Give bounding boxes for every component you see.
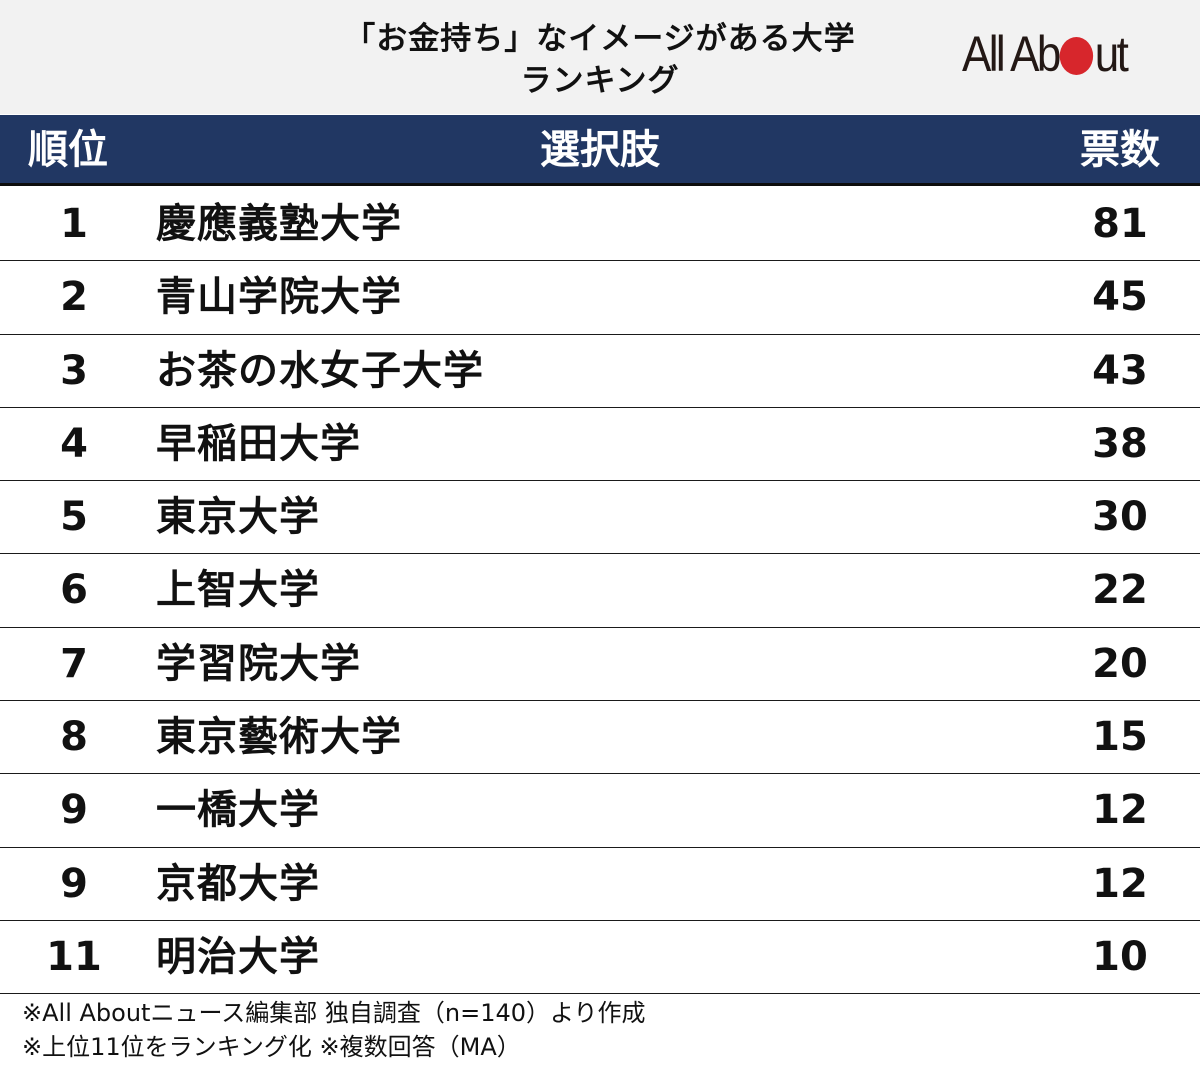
table-row: 7 学習院大学 20 xyxy=(0,628,1200,702)
university-name: 慶應義塾大学 xyxy=(156,201,402,247)
rank-cell: 8 xyxy=(60,714,88,761)
university-name: お茶の水女子大学 xyxy=(156,347,484,394)
vote-count: 10 xyxy=(1092,933,1148,980)
table-row: 9 京都大学 12 xyxy=(0,848,1200,921)
vote-count: 12 xyxy=(1092,787,1148,834)
footnote-method: ※上位11位をランキング化 ※複数回答（MA） xyxy=(22,1033,521,1061)
rank-cell: 9 xyxy=(60,787,88,834)
rank-cell: 7 xyxy=(60,640,88,687)
table-row: 8 東京藝術大学 15 xyxy=(0,701,1200,775)
table-row: 1 慶應義塾大学 81 xyxy=(0,188,1200,262)
rank-cell: 2 xyxy=(60,274,88,321)
vote-count: 43 xyxy=(1092,347,1148,394)
vote-count: 20 xyxy=(1092,640,1148,687)
university-name: 上智大学 xyxy=(156,567,320,614)
university-name: 東京大学 xyxy=(156,494,320,541)
table-row: 11 明治大学 10 xyxy=(0,921,1200,995)
header-choice: 選択肢 xyxy=(540,127,660,173)
vote-count: 15 xyxy=(1092,714,1148,761)
rank-cell: 5 xyxy=(60,494,88,541)
rank-cell: 3 xyxy=(60,347,88,394)
rank-cell: 11 xyxy=(46,933,102,980)
title-line-1: 「お金持ち」なイメージがある大学 xyxy=(344,21,856,57)
vote-count: 81 xyxy=(1092,201,1148,247)
vote-count: 38 xyxy=(1092,420,1148,467)
title-line-2: ランキング xyxy=(520,63,680,99)
table-row: 6 上智大学 22 xyxy=(0,554,1200,628)
rank-cell: 1 xyxy=(60,201,88,247)
university-name: 明治大学 xyxy=(156,933,320,980)
vote-count: 12 xyxy=(1092,860,1148,907)
table-row: 4 早稲田大学 38 xyxy=(0,408,1200,482)
rank-cell: 9 xyxy=(60,860,88,907)
table-row: 5 東京大学 30 xyxy=(0,481,1200,555)
university-name: 京都大学 xyxy=(156,860,320,907)
university-name: 一橋大学 xyxy=(156,787,320,834)
university-name: 東京藝術大学 xyxy=(156,714,402,761)
table-row: 2 青山学院大学 45 xyxy=(0,261,1200,335)
allabout-logo: All Ab ut xyxy=(962,26,1129,82)
vote-count: 30 xyxy=(1092,494,1148,541)
logo-text-before: All Ab xyxy=(962,26,1061,82)
university-name: 学習院大学 xyxy=(156,640,361,687)
logo-red-dot-icon xyxy=(1059,37,1093,75)
vote-count: 22 xyxy=(1092,567,1148,614)
header-votes: 票数 xyxy=(1080,127,1160,173)
table-row: 3 お茶の水女子大学 43 xyxy=(0,335,1200,408)
logo-text-after: ut xyxy=(1094,26,1129,82)
university-name: 青山学院大学 xyxy=(156,274,402,321)
vote-count: 45 xyxy=(1092,274,1148,321)
header-rank: 順位 xyxy=(28,127,108,173)
table-row: 9 一橋大学 12 xyxy=(0,774,1200,848)
university-name: 早稲田大学 xyxy=(156,420,361,467)
ranking-table: 1 慶應義塾大学 81 2 青山学院大学 45 3 お茶の水女子大学 43 4 早稲田大学 38… xyxy=(0,188,1200,995)
footnotes: ※All Aboutニュース編集部 独自調査（n=140）より作成 ※上位11位… xyxy=(22,996,646,1064)
table-header: 順位 選択肢 票数 xyxy=(0,115,1200,186)
rank-cell: 6 xyxy=(60,567,88,614)
chart-title: 「お金持ち」なイメージがある大学 ランキング xyxy=(300,18,900,102)
footnote-source: ※All Aboutニュース編集部 独自調査（n=140）より作成 xyxy=(22,999,646,1027)
title-band: 「お金持ち」なイメージがある大学 ランキング All Ab ut xyxy=(0,0,1200,114)
rank-cell: 4 xyxy=(60,420,88,467)
